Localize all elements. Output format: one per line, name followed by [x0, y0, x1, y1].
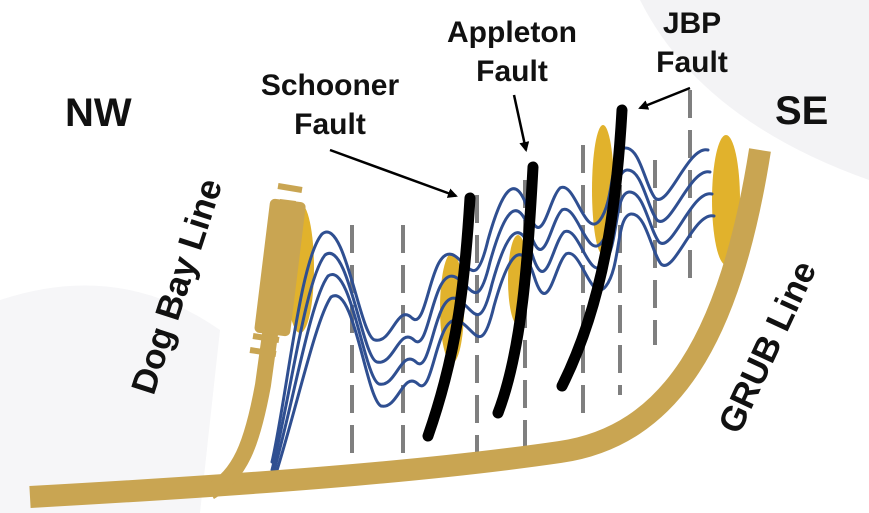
jbp-fault-label-line2: Fault [656, 46, 728, 79]
fold-line [270, 146, 710, 464]
nw-label: NW [65, 91, 132, 135]
grub-line-shape [29, 148, 771, 508]
dog-bay-tick [277, 183, 303, 193]
dog-bay-ticks [249, 183, 303, 357]
appleton-fault-arrow [512, 94, 530, 152]
fold-line [270, 212, 716, 488]
schooner-fault-arrow [329, 148, 458, 198]
background-shade [640, 0, 869, 180]
dog-bay-tick [249, 347, 277, 357]
dog-bay-block [254, 198, 306, 337]
appleton-fault-label-line2: Fault [476, 55, 548, 88]
se-label: SE [775, 89, 828, 133]
schooner-fault-label-line2: Fault [294, 108, 366, 141]
fold-lines [270, 146, 716, 488]
faults [422, 104, 628, 442]
fold-line [270, 168, 712, 472]
jbp-fault-arrow [638, 86, 691, 110]
fold-line [270, 190, 714, 480]
dog-bay-line-shape [205, 198, 296, 499]
jbp-fault-line [556, 104, 628, 392]
appleton-fault-label-line1: Appleton [447, 16, 577, 49]
schooner-fault-label-line1: Schooner [261, 69, 400, 102]
label-arrows [329, 86, 691, 198]
schooner-fault-line [422, 192, 476, 442]
background-shade [0, 285, 220, 513]
dog-bay-tick [252, 333, 280, 343]
appleton-fault-line [492, 161, 539, 419]
jbp-fault-label-line1: JBP [663, 7, 721, 40]
